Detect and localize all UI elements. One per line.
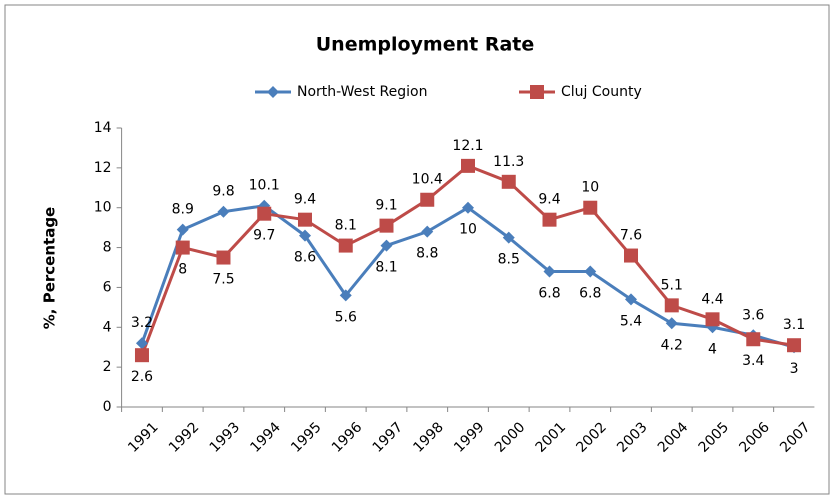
data-point — [665, 317, 678, 330]
data-label: 10 — [459, 222, 477, 238]
data-point — [380, 239, 393, 252]
y-tick-label: 8 — [103, 240, 112, 256]
data-label: 8 — [178, 262, 187, 278]
data-point — [502, 231, 515, 244]
y-tick-label: 10 — [94, 200, 112, 216]
data-label: 8.5 — [498, 252, 520, 268]
data-point — [583, 200, 598, 215]
data-label: 7.5 — [212, 272, 234, 288]
data-label: 8.1 — [375, 260, 397, 276]
legend-marker — [267, 86, 279, 98]
data-label: 3 — [790, 361, 799, 377]
data-label: 3.4 — [742, 353, 764, 369]
data-label: 9.8 — [212, 184, 234, 200]
data-point — [625, 293, 638, 306]
y-axis-label: %, Percentage — [41, 207, 59, 329]
data-point — [257, 206, 272, 221]
y-tick-label: 2 — [103, 359, 112, 375]
data-point — [298, 229, 311, 242]
data-point — [176, 223, 189, 236]
data-label: 12.1 — [452, 138, 483, 154]
data-point — [216, 250, 231, 265]
data-point — [705, 312, 720, 327]
legend-label: Cluj County — [561, 84, 642, 100]
y-tick-label: 14 — [94, 120, 112, 136]
data-label: 10.1 — [249, 178, 280, 194]
data-point — [379, 218, 394, 233]
data-point — [421, 225, 434, 238]
y-tick-label: 0 — [103, 399, 112, 415]
chart-title: Unemployment Rate — [316, 34, 535, 56]
data-label: 9.7 — [253, 228, 275, 244]
data-point — [461, 158, 475, 173]
y-tick-label: 4 — [103, 319, 112, 335]
data-point — [462, 201, 474, 214]
data-point — [584, 265, 597, 278]
data-label: 5.6 — [335, 309, 357, 325]
data-label: 9.4 — [538, 192, 560, 208]
data-point — [664, 298, 679, 313]
data-label: 3.6 — [742, 307, 764, 323]
data-point — [338, 238, 353, 253]
data-label: 8.8 — [416, 246, 438, 262]
data-label: 9.1 — [375, 198, 397, 214]
data-label: 6.8 — [538, 285, 560, 301]
data-point — [135, 337, 148, 350]
data-label: 10 — [581, 180, 599, 196]
data-point — [543, 265, 556, 278]
data-point — [217, 205, 230, 218]
chart-frame — [4, 4, 830, 495]
data-point — [542, 212, 557, 227]
data-label: 8.9 — [172, 202, 194, 218]
data-point — [134, 348, 149, 363]
data-label: 4.4 — [701, 291, 723, 307]
data-label: 4.2 — [661, 337, 683, 353]
data-label: 9.4 — [294, 192, 316, 208]
data-label: 5.1 — [661, 277, 683, 293]
y-tick-label: 6 — [103, 279, 112, 295]
data-point — [624, 248, 639, 263]
data-label: 8.6 — [294, 250, 316, 266]
data-label: 7.6 — [620, 228, 642, 244]
data-label: 6.8 — [579, 285, 601, 301]
data-label: 11.3 — [493, 154, 524, 170]
data-label: 8.1 — [335, 218, 357, 234]
data-point — [501, 174, 516, 189]
data-point — [746, 332, 761, 347]
data-label: 10.4 — [412, 172, 443, 188]
data-point — [175, 240, 190, 255]
data-point — [420, 192, 435, 207]
data-label: 3.1 — [783, 317, 805, 333]
data-label: 4 — [708, 341, 717, 357]
data-point — [297, 212, 312, 227]
data-point — [787, 338, 802, 353]
data-label: 3.2 — [131, 315, 153, 331]
legend-marker — [530, 85, 544, 99]
y-tick-label: 12 — [94, 160, 112, 176]
legend-label: North-West Region — [297, 84, 427, 100]
data-label: 5.4 — [620, 313, 642, 329]
data-point — [339, 289, 352, 302]
data-label: 2.6 — [131, 369, 153, 385]
